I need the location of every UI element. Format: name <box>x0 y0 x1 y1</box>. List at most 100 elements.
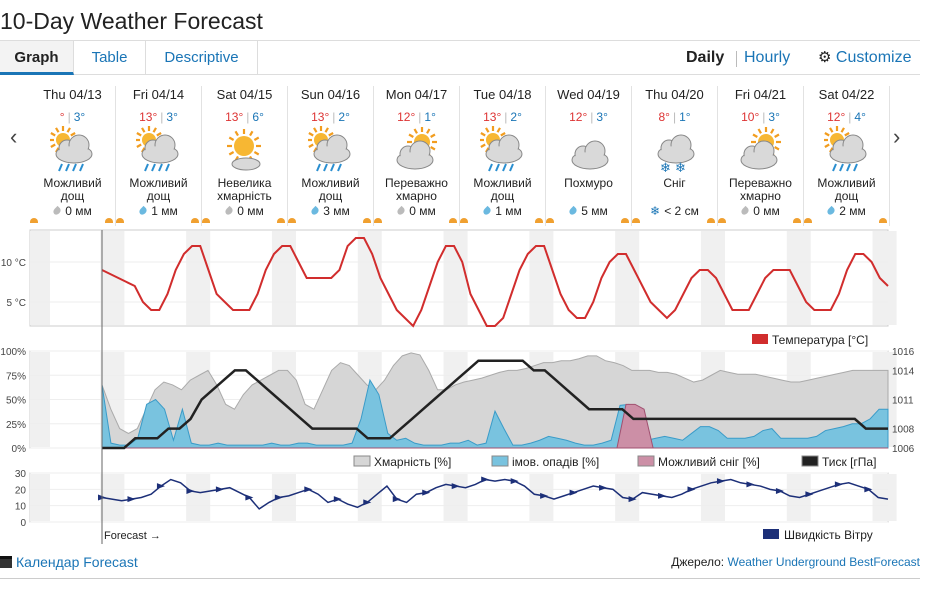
calendar-forecast-link[interactable]: Календар Forecast <box>0 554 138 570</box>
day-card[interactable]: Sat 04/22 12° | 4° Можливий дощ 2 мм <box>804 86 890 226</box>
daily-toggle[interactable]: Daily <box>686 49 725 66</box>
raindrop-icon <box>310 205 321 217</box>
wind-arrow-icon <box>746 481 755 488</box>
day-temps: ° | 3° <box>59 110 86 124</box>
customize-label: Customize <box>835 49 912 66</box>
source-link[interactable]: Weather Underground BestForecast <box>727 555 920 569</box>
day-precip: 2 мм <box>804 204 889 218</box>
prev-arrow-icon[interactable]: ‹ <box>10 124 18 149</box>
wind-tick: 20 <box>15 485 27 496</box>
day-card[interactable]: Fri 04/14 13° | 3° Можливий дощ 1 мм <box>116 86 202 226</box>
day-date: Wed 04/19 <box>557 87 620 102</box>
calendar-icon <box>0 556 12 568</box>
day-date: Sat 04/22 <box>818 87 875 102</box>
precip-amount: 0 мм <box>409 204 436 218</box>
wind-tick: 10 <box>15 502 27 513</box>
wind-arrow-icon <box>156 483 165 490</box>
day-date: Thu 04/20 <box>645 87 704 102</box>
wind-arrow-icon <box>805 491 814 498</box>
day-card[interactable]: Thu 04/20 8° | 1° ❄ ❄ Сніг ❄ < 2 см <box>632 86 718 226</box>
precip-amount: 2 мм <box>839 204 866 218</box>
low-temp: 3° <box>596 110 608 124</box>
raindrop-icon <box>138 205 149 217</box>
wind-line <box>101 478 889 510</box>
day-condition: Похмуро <box>564 176 613 190</box>
day-card[interactable]: Fri 04/21 10° | 3° Переважно хмарно 0 мм <box>718 86 804 226</box>
day-card[interactable]: Mon 04/17 12° | 1° Переважно хмарно 0 мм <box>374 86 460 226</box>
day-card[interactable]: Sun 04/16 13° | 2° Можливий дощ 3 мм <box>288 86 374 226</box>
high-temp: 12° <box>827 110 846 124</box>
legend-swatch <box>637 455 655 467</box>
raindrop-icon <box>224 205 235 217</box>
high-temp: 8° <box>658 110 670 124</box>
day-card[interactable]: Sat 04/15 13° | 6° Невелика хмарність 0 мм <box>202 86 288 226</box>
forecast-label: Forecast → <box>104 530 161 542</box>
source-label: Джерело: <box>671 555 728 569</box>
forecast-chart: 10 °C 5 °C Температура [°C] 100% 75% 50% 25% 0%… <box>0 226 920 556</box>
tab-descriptive[interactable]: Descriptive <box>146 41 258 75</box>
day-temps: 13° | 2° <box>483 110 522 124</box>
wind-arrow-icon <box>363 499 372 506</box>
legend-label: Хмарність [%] <box>374 455 451 469</box>
legend-swatch <box>491 455 509 467</box>
day-precip: 1 мм <box>460 204 545 218</box>
day-card[interactable]: Thu 04/13 ° | 3° Можливий дощ 0 мм <box>30 86 116 226</box>
next-arrow-icon[interactable]: › <box>893 124 901 149</box>
rain-cloud-icon <box>307 126 354 174</box>
low-temp: 6° <box>252 110 264 124</box>
hourly-toggle[interactable]: Hourly <box>744 49 791 66</box>
day-date: Fri 04/14 <box>132 87 185 102</box>
wind-arrow-icon <box>716 478 725 485</box>
day-date: Fri 04/21 <box>734 87 787 102</box>
percent-tick: 50% <box>6 396 26 407</box>
percent-tick: 100% <box>0 347 26 358</box>
night-band <box>872 231 897 325</box>
tab-bar: Graph Table Descriptive Daily Hourly ⚙ C… <box>0 40 920 75</box>
sunset-icon <box>449 218 457 223</box>
wind-arrow-icon <box>127 496 136 503</box>
pressure-tick: 1008 <box>892 425 915 436</box>
sunset-icon <box>707 218 715 223</box>
day-temps: 13° | 2° <box>311 110 350 124</box>
tab-graph[interactable]: Graph <box>0 41 74 75</box>
sunrise-icon <box>116 218 124 223</box>
sunrise-icon <box>374 218 382 223</box>
high-temp: 12° <box>569 110 588 124</box>
day-precip: 3 мм <box>288 204 373 218</box>
day-precip: 0 мм <box>202 204 287 218</box>
sunset-icon <box>191 218 199 223</box>
daily-forecast-strip: Thu 04/13 ° | 3° Можливий дощ 0 мм Fri 04/14 13°… <box>30 86 890 226</box>
day-precip: 0 мм <box>374 204 459 218</box>
precip-amount: 1 мм <box>151 204 178 218</box>
wind-arrow-icon <box>422 489 431 496</box>
customize-link[interactable]: ⚙ Customize <box>818 41 911 75</box>
page-title: 10-Day Weather Forecast <box>0 8 263 34</box>
pressure-tick: 1014 <box>892 366 915 377</box>
wind-arrow-icon <box>245 494 254 501</box>
temp-tick: 10 °C <box>1 258 26 269</box>
raindrop-icon <box>568 205 579 217</box>
rain-cloud-icon <box>135 126 182 174</box>
wind-legend-label: Швидкість Вітру <box>784 528 873 542</box>
partly-cloudy-icon <box>394 126 440 174</box>
day-date: Mon 04/17 <box>385 87 448 102</box>
wind-arrow-icon <box>333 496 342 503</box>
toggle-separator <box>736 51 737 67</box>
night-band <box>872 474 897 521</box>
night-band <box>786 231 811 325</box>
raindrop-icon <box>826 205 837 217</box>
wind-arrow-icon <box>392 496 401 503</box>
rain-cloud-icon <box>823 126 870 174</box>
wind-arrow-icon <box>658 492 667 499</box>
night-band <box>100 231 125 325</box>
day-date: Sun 04/16 <box>300 87 361 102</box>
low-temp: 4° <box>854 110 866 124</box>
pressure-line <box>102 359 888 450</box>
tab-table[interactable]: Table <box>74 41 146 75</box>
day-card[interactable]: Tue 04/18 13° | 2° Можливий дощ 1 мм <box>460 86 546 226</box>
low-temp: 3° <box>166 110 178 124</box>
snow-cloud-icon: ❄ ❄ <box>652 126 698 176</box>
precip-amount: 0 мм <box>753 204 780 218</box>
day-condition: Можливий дощ <box>817 176 876 203</box>
day-card[interactable]: Wed 04/19 12° | 3° Похмуро 5 мм <box>546 86 632 226</box>
